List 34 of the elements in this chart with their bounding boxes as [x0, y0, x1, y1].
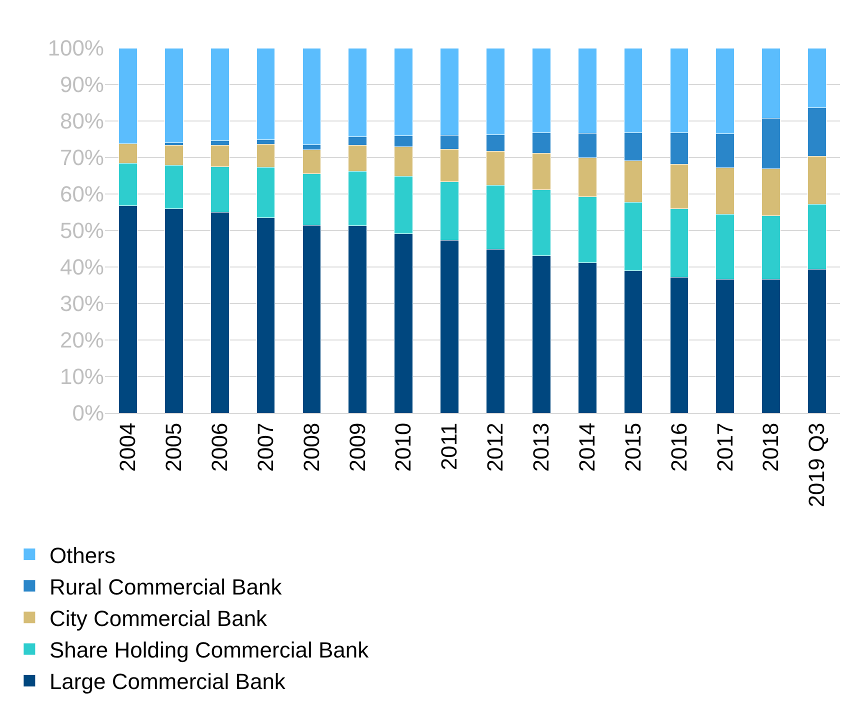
- y-tick-label: 10%: [60, 364, 104, 390]
- x-tick-label: 2013: [528, 422, 554, 472]
- x-tick-label: 2011: [436, 422, 462, 470]
- y-tick-label: 60%: [60, 182, 104, 207]
- x-tick-label: 2012: [482, 422, 508, 472]
- legend-label: Rural Commercial Bank: [49, 574, 283, 600]
- legend-label: City Commercial Bank: [49, 606, 268, 632]
- x-tick-label: 2004: [115, 422, 140, 472]
- x-tick-label: 2009: [344, 422, 370, 472]
- x-tick-label: 2007: [252, 422, 278, 472]
- x-tick-label: 2010: [390, 422, 416, 472]
- y-tick-label: 50%: [60, 218, 104, 244]
- y-tick-label: 20%: [60, 328, 104, 353]
- x-tick-label: 2014: [574, 422, 600, 472]
- x-tick-label: 2017: [712, 422, 738, 472]
- bar: [256, 48, 276, 140]
- y-tick-label: 70%: [60, 145, 104, 170]
- y-tick-label: 30%: [60, 291, 104, 316]
- x-tick-label: 2006: [206, 422, 232, 472]
- x-tick-label: 2005: [161, 422, 186, 472]
- y-tick-label: 100%: [48, 36, 104, 61]
- x-tick-label: 2008: [298, 422, 324, 472]
- bar: [164, 48, 184, 143]
- x-tick-label: 2016: [666, 422, 692, 472]
- y-tick-label: 80%: [60, 108, 104, 134]
- y-tick-label: 90%: [60, 72, 104, 98]
- legend-label: Share Holding Commercial Bank: [49, 638, 370, 663]
- x-tick-label: 2015: [620, 422, 646, 472]
- legend-label: Others: [49, 542, 116, 568]
- y-tick-label: 40%: [60, 254, 104, 280]
- y-tick-label: 0%: [72, 400, 104, 426]
- legend-label: Large Commercial Bank: [49, 669, 286, 694]
- x-tick-label: 2019 Q3: [804, 422, 830, 508]
- x-tick-label: 2018: [758, 422, 784, 472]
